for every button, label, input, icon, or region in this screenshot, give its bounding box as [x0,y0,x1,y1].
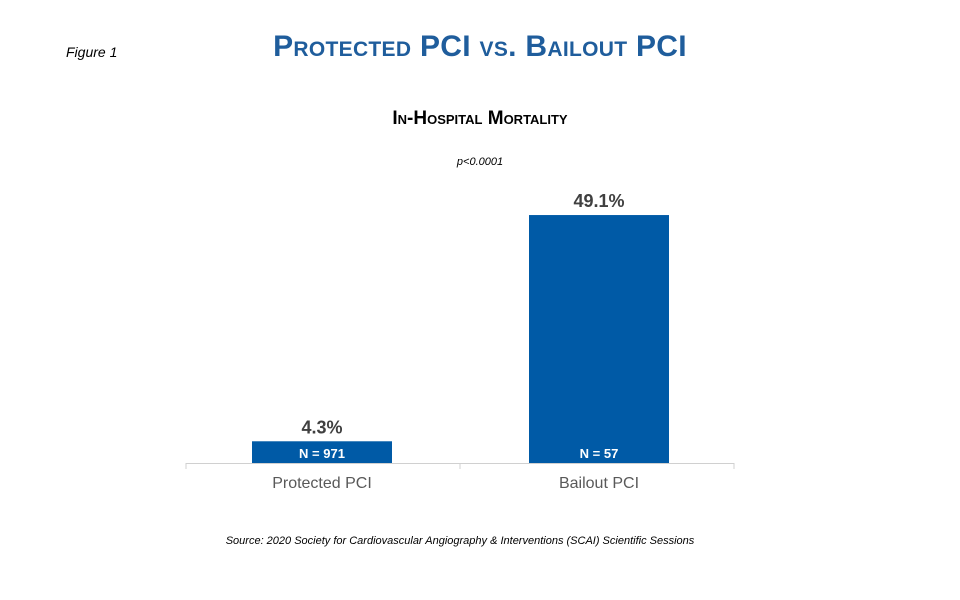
p-value-annotation: p<0.0001 [456,156,504,168]
figure-label: Figure 1 [66,44,118,60]
data-label: 49.1% [573,191,624,211]
chart-subtitle: In-Hospital Mortality [392,108,568,129]
data-label: 4.3% [301,417,342,437]
bar-protected-pci [252,441,392,463]
bar-bailout-pci [529,215,669,463]
x-tick-label: Protected PCI [272,475,372,492]
source-note: Source: 2020 Society for Cardiovascular … [225,535,695,547]
n-label: N = 57 [580,446,619,461]
n-label: N = 971 [299,446,345,461]
chart-title: Protected PCI vs. Bailout PCI [273,30,687,63]
x-tick-label: Bailout PCI [559,475,639,492]
